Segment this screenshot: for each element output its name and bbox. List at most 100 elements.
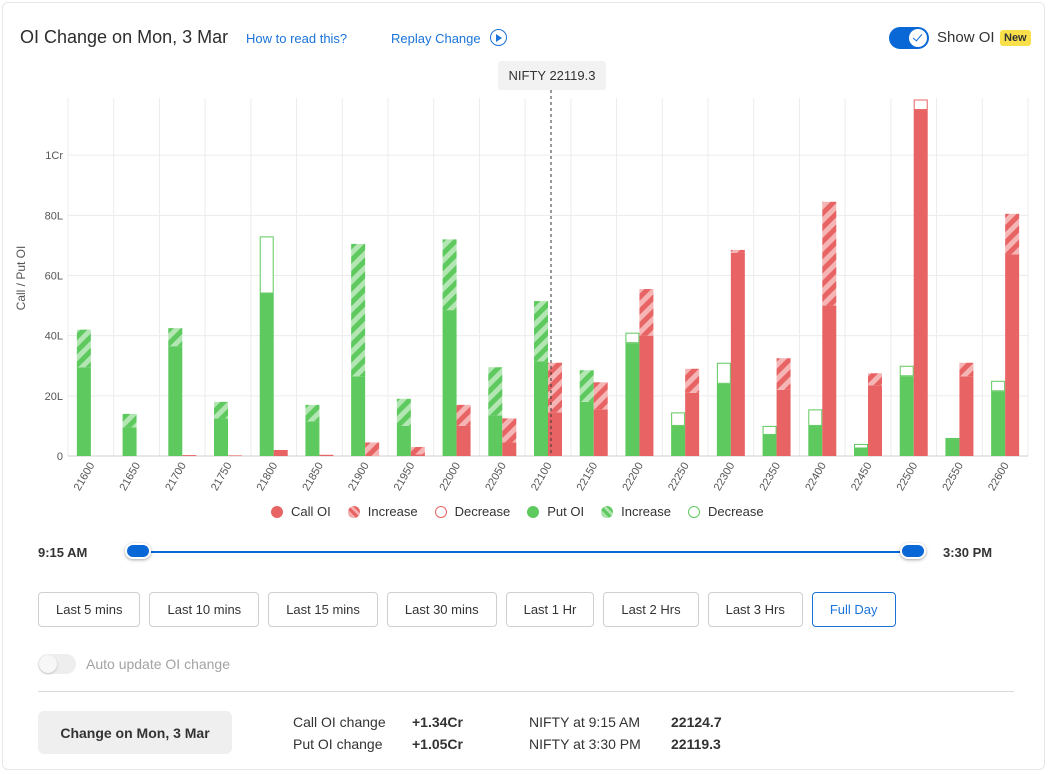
put-oi-bar [442,310,457,456]
legend-swatch [687,505,700,518]
x-tick-label: 22200 [620,461,646,493]
how-to-read-link[interactable]: How to read this? [246,31,348,46]
put-oi-bar [808,425,823,456]
legend-item: Decrease [687,504,764,519]
call-oi-change-value: +1.34Cr [412,714,463,730]
call-oi-bar [228,455,242,456]
x-tick-label: 21900 [346,461,372,493]
legend-item: Increase [601,504,671,519]
put-oi-bar [122,427,137,456]
legend-swatch [434,505,447,518]
x-tick-label: 21600 [72,461,98,493]
call-oi-bar [959,376,974,456]
call-oi-bar [548,412,562,456]
x-tick-label: 22000 [437,461,463,493]
legend-label: Decrease [707,504,764,519]
chart-axes: 0 20L 40L 60L 80L 1Cr 21600 21650 21700 21750 2180… [45,150,1012,493]
x-tick-label: 21650 [117,461,143,493]
put-oi-bar [305,421,320,456]
play-icon[interactable] [490,29,507,46]
put-decrease-bar [991,380,1006,392]
range-button-last-1-hr[interactable]: Last 1 Hr [505,592,595,627]
put-oi-bar [579,401,594,456]
call-oi-bar [593,409,608,456]
put-decrease-bar [625,332,640,344]
oi-bar-chart: 0 20L 40L 60L 80L 1Cr 21600 21650 21700 21750 2180… [14,90,1029,493]
call-increase-bar [548,362,562,413]
range-button-full-day[interactable]: Full Day [811,592,896,627]
slider-end-handle[interactable] [900,543,926,559]
put-increase-bar [122,413,137,428]
call-increase-bar [1005,213,1020,255]
call-oi-bar [913,110,928,456]
range-button-last-2-hrs[interactable]: Last 2 Hrs [603,592,699,627]
range-button-last-5-mins[interactable]: Last 5 mins [38,592,141,627]
legend-swatch [601,505,614,518]
legend-item: Call OI [271,504,331,519]
call-decrease-bar [913,99,928,111]
x-tick-label: 22050 [483,461,509,493]
call-increase-bar [456,404,471,426]
x-tick-label: 22100 [529,461,555,493]
x-tick-label: 21750 [209,461,235,493]
call-increase-bar [502,418,517,443]
call-oi-bar [502,442,517,456]
nifty-start-label: NIFTY at 9:15 AM [529,714,641,730]
put-increase-bar [76,329,91,368]
x-tick-label: 22450 [849,461,875,493]
call-oi-bar [319,454,334,456]
put-oi-bar [716,383,731,456]
call-oi-bar [776,389,791,456]
replay-change-link[interactable]: Replay Change [391,31,481,46]
range-button-last-15-mins[interactable]: Last 15 mins [268,592,378,627]
slider-start-handle[interactable] [125,543,151,559]
slider-end-label: 3:30 PM [943,545,993,560]
x-tick-label: 22300 [712,461,738,493]
put-oi-bar [259,293,274,456]
legend-swatch [271,505,283,518]
put-oi-bar [168,346,183,456]
put-increase-bar [534,301,548,362]
time-slider-track[interactable] [138,551,914,553]
call-increase-bar [365,442,380,456]
x-tick-label: 22150 [575,461,601,493]
put-decrease-bar [854,443,868,449]
put-increase-bar [396,398,411,426]
y-axis-label: Call / Put OI [14,246,28,311]
legend-swatch [347,505,360,518]
put-oi-bar [625,343,640,456]
call-increase-bar [868,373,882,386]
range-button-last-3-hrs[interactable]: Last 3 Hrs [707,592,803,627]
legend-item: Increase [347,504,418,519]
call-increase-bar [685,368,700,393]
put-decrease-bar [808,409,823,426]
change-date-button[interactable]: Change on Mon, 3 Mar [38,711,232,754]
show-oi-toggle[interactable] [889,27,929,49]
x-tick-label: 21850 [300,461,326,493]
call-increase-bar [776,358,791,390]
spot-tooltip: NIFTY 22119.3 [498,61,606,90]
call-oi-bar [868,385,882,456]
put-increase-bar [168,328,183,347]
call-oi-bar [456,425,471,456]
chart-legend: Call OI Increase Decrease Put OI Increase Dec… [271,504,781,519]
call-increase-bar [639,289,654,336]
legend-item: Put OI [527,504,584,519]
y-tick-label: 40L [45,331,63,343]
legend-item: Decrease [434,504,510,519]
show-oi-label: Show OI [937,29,995,46]
legend-label: Call OI [291,504,331,519]
put-increase-bar [214,401,228,419]
range-button-last-10-mins[interactable]: Last 10 mins [149,592,260,627]
call-increase-bar [959,362,974,377]
check-icon [909,29,927,47]
put-oi-bar [671,425,686,456]
put-oi-bar [488,415,503,456]
auto-update-toggle[interactable] [38,654,76,674]
call-oi-bar [410,454,425,456]
put-decrease-bar [945,437,960,440]
legend-label: Put OI [547,504,585,519]
y-tick-label: 60L [45,270,63,282]
put-oi-bar [854,448,868,456]
range-button-last-30-mins[interactable]: Last 30 mins [386,592,497,627]
